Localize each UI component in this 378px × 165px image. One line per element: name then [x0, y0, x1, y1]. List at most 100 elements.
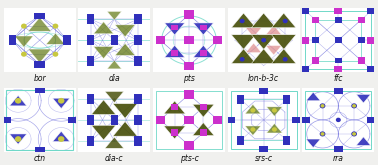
Circle shape [320, 131, 325, 136]
Bar [184, 62, 194, 70]
Polygon shape [91, 100, 116, 115]
Polygon shape [192, 104, 214, 117]
Bar [135, 94, 142, 104]
Bar [111, 115, 118, 125]
Bar [171, 104, 178, 110]
Polygon shape [93, 47, 114, 59]
Polygon shape [271, 13, 296, 28]
Bar [237, 95, 244, 104]
Bar [200, 130, 207, 136]
Bar [335, 66, 342, 73]
Bar [87, 136, 94, 146]
Bar [301, 117, 310, 123]
Polygon shape [306, 139, 321, 148]
Bar [334, 87, 342, 94]
Bar [171, 130, 178, 136]
Bar [34, 61, 45, 68]
Polygon shape [356, 137, 371, 145]
Bar [171, 50, 178, 56]
Polygon shape [105, 92, 124, 103]
Polygon shape [164, 45, 185, 57]
Circle shape [283, 57, 288, 62]
X-axis label: bor: bor [33, 74, 46, 83]
Bar [301, 7, 309, 14]
X-axis label: pts-c: pts-c [180, 154, 198, 163]
Bar [184, 116, 194, 124]
Polygon shape [164, 101, 186, 114]
Bar [135, 56, 142, 66]
Bar [237, 135, 244, 145]
Bar [35, 87, 45, 93]
Polygon shape [271, 49, 296, 63]
Polygon shape [53, 98, 70, 109]
Bar [184, 11, 194, 19]
Bar [358, 16, 365, 23]
Circle shape [21, 52, 27, 57]
Polygon shape [105, 137, 124, 148]
Bar [367, 66, 375, 73]
Bar [135, 14, 142, 24]
Polygon shape [113, 122, 137, 136]
Polygon shape [9, 96, 27, 106]
Polygon shape [251, 35, 276, 49]
Bar [213, 116, 222, 124]
Circle shape [336, 118, 341, 122]
Polygon shape [251, 13, 276, 28]
Polygon shape [192, 123, 214, 135]
Bar [200, 104, 207, 110]
Polygon shape [164, 126, 186, 139]
X-axis label: ffc: ffc [333, 74, 343, 83]
Circle shape [58, 136, 64, 142]
Polygon shape [93, 22, 114, 34]
Polygon shape [9, 134, 27, 144]
Polygon shape [231, 13, 256, 28]
X-axis label: dia: dia [108, 74, 120, 83]
Circle shape [240, 19, 245, 23]
Circle shape [272, 127, 277, 132]
Bar [87, 56, 94, 66]
Circle shape [15, 136, 22, 142]
Bar [283, 135, 290, 145]
Polygon shape [113, 104, 137, 118]
Bar [135, 136, 142, 146]
Circle shape [53, 52, 58, 57]
Polygon shape [251, 49, 276, 63]
Polygon shape [245, 126, 261, 135]
Bar [335, 7, 342, 14]
Bar [87, 35, 94, 45]
Circle shape [320, 103, 325, 108]
Bar [312, 16, 319, 23]
Polygon shape [28, 49, 51, 63]
Polygon shape [193, 23, 214, 35]
X-axis label: ctn: ctn [34, 154, 46, 163]
Polygon shape [53, 131, 70, 142]
Bar [358, 57, 365, 64]
Polygon shape [46, 33, 65, 44]
Bar [1, 117, 11, 123]
Circle shape [261, 38, 266, 42]
Bar [200, 25, 207, 30]
Bar [315, 20, 361, 61]
Circle shape [321, 132, 325, 136]
X-axis label: lon-b-3c: lon-b-3c [248, 74, 279, 83]
Polygon shape [164, 23, 185, 35]
Bar [184, 90, 194, 99]
Bar [312, 37, 319, 43]
Bar [334, 146, 342, 152]
Circle shape [53, 24, 58, 29]
Polygon shape [266, 25, 282, 35]
Bar [259, 87, 268, 94]
Circle shape [15, 98, 22, 104]
Bar [283, 95, 290, 104]
Bar [68, 117, 79, 123]
Polygon shape [107, 60, 121, 69]
Polygon shape [115, 25, 135, 37]
Circle shape [250, 127, 256, 132]
Circle shape [352, 132, 356, 136]
Bar [64, 35, 71, 45]
Polygon shape [91, 125, 116, 140]
X-axis label: pts: pts [183, 74, 195, 83]
Bar [292, 117, 301, 123]
X-axis label: rra: rra [333, 154, 344, 163]
Polygon shape [28, 17, 51, 31]
